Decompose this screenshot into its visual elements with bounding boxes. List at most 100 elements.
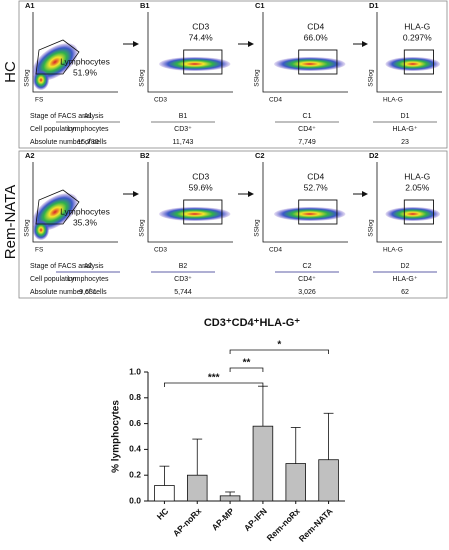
significance-bracket	[164, 382, 264, 387]
gate-percent: 35.3%	[73, 217, 98, 227]
plot-axes	[262, 12, 348, 93]
panel-id: A1	[25, 1, 35, 10]
plot-axes	[147, 162, 233, 243]
cell-cloud	[385, 207, 441, 221]
cell-cloud	[385, 57, 441, 71]
gate-label: CD4	[307, 21, 324, 31]
table-cell: Lymphocytes	[68, 276, 109, 283]
gate	[298, 199, 338, 225]
gate-percent: 59.6%	[189, 182, 214, 192]
cell-cloud	[159, 207, 231, 221]
y-axis-label: SSlog	[368, 219, 375, 237]
table-cell: CD3⁺	[174, 276, 192, 283]
gate-label: CD3	[192, 21, 209, 31]
x-axis-label: CD3	[154, 247, 167, 254]
y-axis-label: SSlog	[139, 69, 146, 87]
debris-cloud	[33, 70, 49, 90]
gate-label: Lymphocytes	[60, 56, 110, 66]
table-cell: 9,631	[79, 289, 97, 296]
x-axis-label: FS	[35, 97, 44, 104]
section-label: HC	[2, 61, 19, 83]
section-frame	[18, 0, 448, 149]
table-cell: CD3⁺	[174, 126, 192, 133]
plot-axes	[147, 12, 233, 93]
y-axis-label: SSlog	[368, 69, 375, 87]
table-cell: 62	[401, 289, 409, 296]
y-tick-label: 0.2	[129, 469, 141, 479]
table-cell: D1	[401, 113, 410, 120]
bar	[318, 459, 339, 502]
plot-axes	[32, 162, 118, 243]
panel-id: A2	[25, 151, 35, 160]
gate-percent: 2.05%	[405, 182, 430, 192]
bar	[252, 425, 274, 502]
y-axis-label: SSlog	[24, 219, 31, 237]
plot-axes	[376, 12, 442, 93]
table-cell: C2	[303, 263, 312, 270]
y-axis-label: SSlog	[254, 69, 261, 87]
y-tick-label: 0.4	[129, 444, 141, 454]
gate	[183, 199, 223, 225]
x-tick-label: HC	[155, 506, 171, 522]
table-cell: A1	[84, 113, 93, 120]
table-cell: B2	[179, 263, 188, 270]
panel-id: B1	[140, 1, 150, 10]
row-header: Absolute number of cells	[30, 289, 107, 296]
gate	[35, 189, 80, 225]
row-header: Cell population	[30, 126, 76, 133]
gate-percent: 66.0%	[304, 32, 329, 42]
row-header: Cell population	[30, 276, 76, 283]
table-cell: HLA-G⁺	[392, 126, 417, 133]
panel-id: D2	[369, 151, 379, 160]
y-tick-label: 1.0	[129, 366, 141, 376]
section-frame	[18, 150, 448, 299]
y-axis-label: SSlog	[139, 219, 146, 237]
plot-axes	[262, 162, 348, 243]
row-header: Stage of FACS analysis	[30, 263, 104, 270]
cell-cloud	[274, 57, 346, 71]
x-axis-label: CD3	[154, 97, 167, 104]
x-axis-label: HLA-G	[383, 247, 403, 254]
table-cell: A2	[84, 263, 93, 270]
bar	[285, 463, 306, 502]
x-tick-label: AP-MP	[210, 506, 237, 533]
gate-label: CD4	[307, 171, 324, 181]
bar	[186, 474, 208, 502]
x-tick-label: Rem-NATA	[297, 506, 335, 544]
table-cell: 3,026	[298, 289, 316, 296]
chart-title: CD3⁺CD4⁺HLA-G⁺	[204, 317, 300, 329]
gate	[403, 199, 434, 225]
bar	[154, 485, 175, 502]
gate-percent: 51.9%	[73, 67, 98, 77]
y-axis-label: SSlog	[24, 69, 31, 87]
table-cell: CD4⁺	[298, 276, 316, 283]
y-tick-label: 0.6	[129, 418, 141, 428]
table-cell: Lymphocytes	[68, 126, 109, 133]
table-cell: 11,743	[173, 139, 194, 146]
table-cell: B1	[179, 113, 188, 120]
x-axis-label: HLA-G	[383, 97, 403, 104]
x-axis-label: FS	[35, 247, 44, 254]
y-axis-label: SSlog	[254, 219, 261, 237]
x-axis-label: CD4	[269, 97, 282, 104]
gate-label: CD3	[192, 171, 209, 181]
y-axis-title: % lymphocytes	[111, 400, 122, 473]
table-cell: 5,744	[174, 289, 192, 296]
table-cell: 23	[401, 139, 409, 146]
bar	[219, 495, 241, 502]
gate	[298, 49, 338, 75]
x-axis-label: CD4	[269, 247, 282, 254]
table-cell: 7,749	[298, 139, 316, 146]
cell-cloud	[274, 207, 346, 221]
table-cell: D2	[401, 263, 410, 270]
panel-id: B2	[140, 151, 150, 160]
table-cell: 15,780	[77, 139, 99, 146]
x-tick-label: AP-IFN	[242, 506, 269, 533]
significance-label: **	[243, 358, 251, 369]
gate-percent: 0.297%	[403, 32, 432, 42]
row-header: Absolute number of cells	[30, 139, 107, 146]
table-cell: CD4⁺	[298, 126, 316, 133]
panel-id: C2	[255, 151, 265, 160]
y-tick-label: 0.8	[129, 392, 141, 402]
row-header: Stage of FACS analysis	[30, 113, 104, 120]
